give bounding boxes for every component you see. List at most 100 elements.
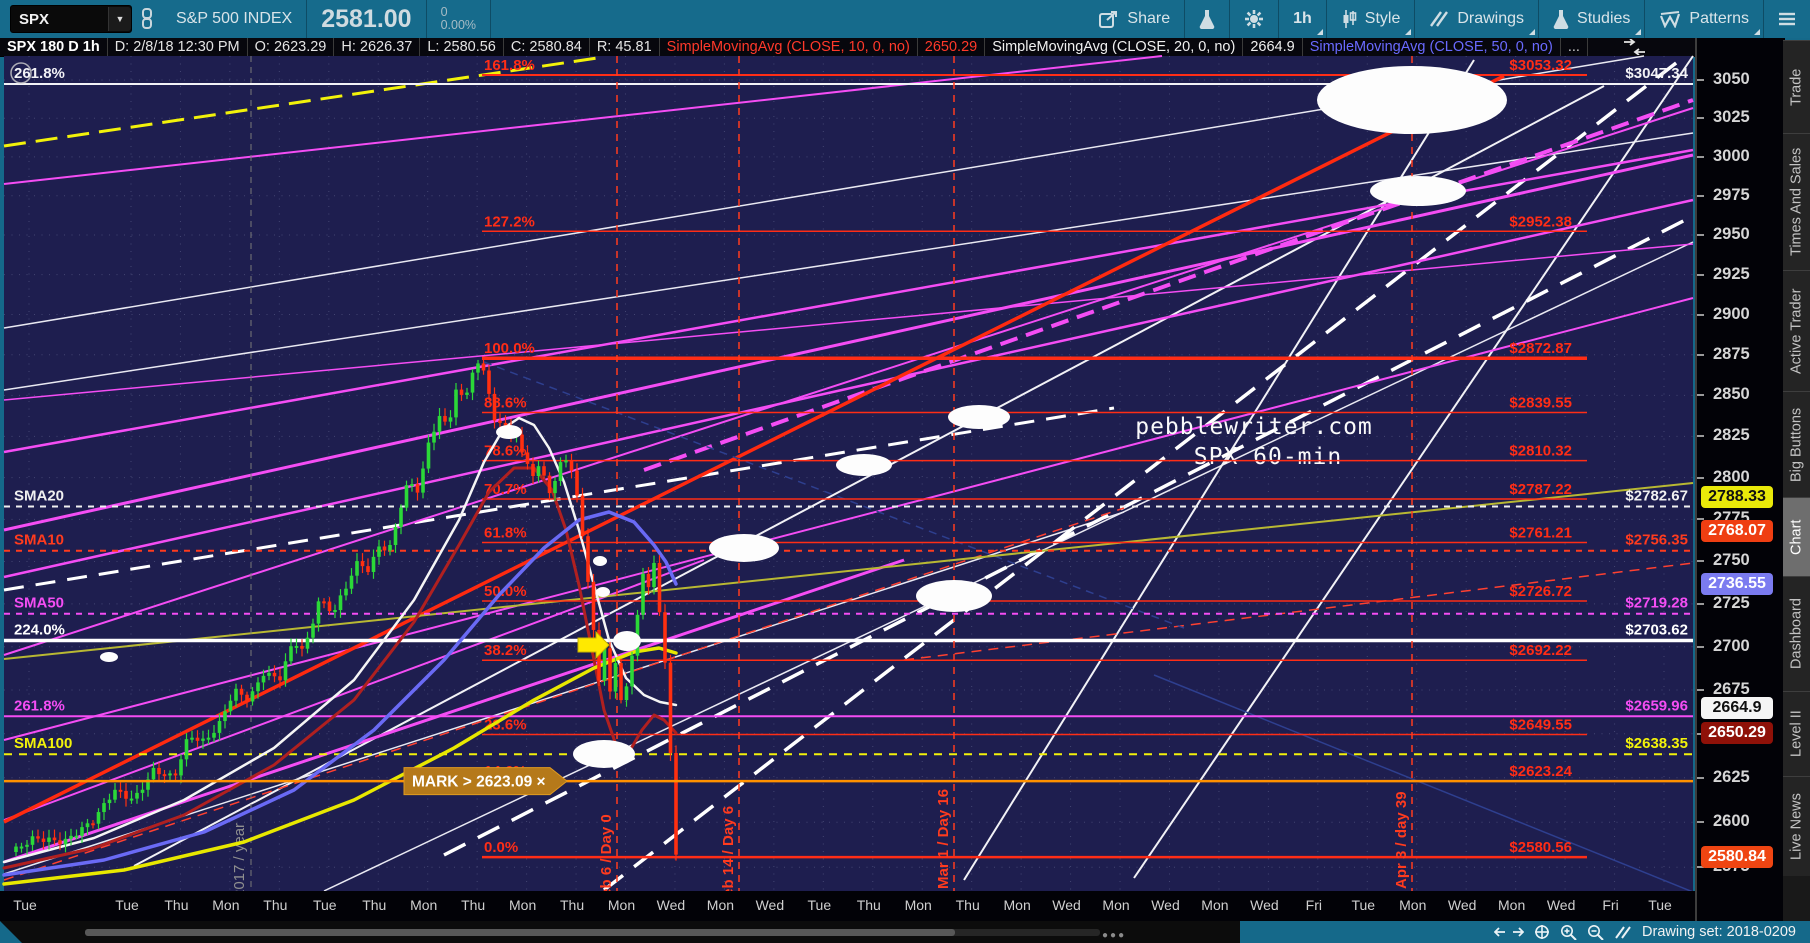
trendline: [1153, 674, 1694, 893]
interval-button[interactable]: 1h: [1279, 0, 1327, 38]
fib-price-label: $2872.87: [1509, 340, 1572, 357]
candle-body: [25, 844, 29, 847]
sidebar-tab-live-news[interactable]: Live News: [1783, 776, 1810, 876]
divider-grip-icon[interactable]: ●●●: [1102, 930, 1127, 941]
sidebar-tab-active-trader[interactable]: Active Trader: [1783, 270, 1810, 391]
scrollbar-thumb[interactable]: [85, 929, 955, 936]
symbol-dropdown[interactable]: SPX ▼: [10, 5, 132, 33]
candle-body: [201, 738, 205, 741]
date-tick-label: Mon: [607, 897, 636, 913]
date-tick-label: Thu: [362, 897, 387, 913]
candle-body: [102, 803, 106, 813]
candle-body: [135, 792, 139, 799]
crosshair-icon[interactable]: [1534, 924, 1550, 940]
price-tick-label: 2700: [1713, 636, 1750, 655]
candle-body: [272, 672, 277, 677]
fib-price-label: $2580.56: [1509, 839, 1572, 856]
candle-body: [487, 370, 491, 394]
candle-body: [465, 392, 469, 395]
status-cell[interactable]: SimpleMovingAvg (CLOSE, 20, 0, no): [985, 38, 1244, 56]
date-axis[interactable]: Tue Tue Thu Mon Thu Tue Thu Mon Thu Mon Thu Mon Wed M…: [0, 891, 1695, 921]
price-tick-mark: [1697, 234, 1704, 236]
candle-body: [239, 688, 244, 695]
drawing-tools-icon[interactable]: [1614, 925, 1632, 940]
candle-body: [448, 417, 453, 422]
candle-body: [327, 601, 332, 612]
style-button[interactable]: Style: [1327, 0, 1416, 38]
status-cell[interactable]: SimpleMovingAvg (CLOSE, 50, 0, no): [1303, 38, 1561, 56]
price-tick-mark: [1697, 155, 1704, 158]
resize-corner: [0, 921, 22, 943]
drawings-icon: [1430, 11, 1449, 27]
chevron-down-icon[interactable]: ▼: [108, 7, 131, 31]
patterns-button[interactable]: Patterns: [1645, 0, 1764, 38]
price-tick-label: 2975: [1713, 185, 1750, 204]
candle-body: [316, 601, 321, 624]
trendline: [133, 85, 1605, 867]
zoom-in-icon[interactable]: [1560, 924, 1577, 940]
candle-body: [399, 507, 403, 528]
status-cell: ...: [1561, 38, 1588, 56]
level-price-label: $2703.62: [1625, 622, 1688, 639]
settings-button[interactable]: [1230, 0, 1280, 38]
link-icon[interactable]: [132, 0, 162, 38]
sidebar-tab-chart[interactable]: Chart: [1783, 497, 1810, 576]
chart-symbol-summary: SPX 180 D 1h: [0, 38, 108, 56]
candle-body: [63, 838, 68, 845]
candle-body: [261, 675, 266, 683]
studies-button[interactable]: Studies: [1539, 0, 1646, 38]
price-badge: 2768.07: [1701, 520, 1773, 542]
scroll-arrows-icon[interactable]: [1494, 925, 1525, 939]
candle-body: [410, 484, 414, 487]
chart-canvas[interactable]: 2017 / year pebblewriter.com SPX 60-min 161…: [2, 55, 1694, 906]
sidebar-tab-dashboard[interactable]: Dashboard: [1783, 576, 1810, 691]
sidebar-tab-times-and-sales[interactable]: Times And Sales: [1783, 133, 1810, 270]
status-cell[interactable]: SimpleMovingAvg (CLOSE, 10, 0, no): [660, 38, 918, 56]
price-tick-label: 2750: [1713, 551, 1750, 570]
trendline: [443, 214, 1694, 857]
onDemand-button[interactable]: [1185, 0, 1231, 38]
mark-badge-label: MARK > 2623.09 ×: [412, 774, 546, 791]
price-tick-mark: [1697, 689, 1704, 692]
candle-body: [322, 601, 326, 604]
candle-body: [371, 556, 376, 572]
bottom-bar: ●●● Drawing set: 2018-0209: [0, 921, 1810, 943]
sidebar-tab-level-ii[interactable]: Level II: [1783, 691, 1810, 776]
level-lines: 261.8% $3047.34 SMA20 $2782.67 SMA10 $2756.35…: [4, 65, 1693, 756]
sidebar-tab-big-buttons[interactable]: Big Buttons: [1783, 391, 1810, 497]
candle-body: [536, 466, 541, 477]
watermark-line1: pebblewriter.com: [1135, 414, 1373, 440]
candle-body: [41, 838, 46, 842]
sma50-curve: [2, 510, 678, 877]
study-status-bar: SPX 180 D 1h D: 2/8/18 12:30 PM O: 2623.29…: [0, 38, 1695, 57]
candle-body: [492, 393, 497, 421]
price-tick-mark: [1697, 117, 1704, 120]
chart-scrollbar[interactable]: [85, 929, 1100, 936]
candle-body: [547, 475, 552, 494]
date-tick-label: Thu: [560, 897, 585, 913]
price-axis[interactable]: 3050 3025 3000 2975 2950 2925 2900 2875 2850 2825…: [1695, 38, 1785, 921]
fib-pct-label: 88.6%: [484, 394, 527, 411]
drawing-handle: [10, 62, 32, 84]
candle-body: [602, 648, 607, 681]
zoom-out-icon[interactable]: [1587, 924, 1604, 940]
pan-arrows-icon[interactable]: [1622, 38, 1658, 56]
candle-body: [91, 823, 95, 826]
candle-body: [129, 798, 134, 801]
drawings-button[interactable]: Drawings: [1415, 0, 1540, 38]
menu-button[interactable]: [1764, 0, 1810, 38]
price-tick-label: 2900: [1713, 304, 1750, 323]
sidebar-tab-trade[interactable]: Trade: [1783, 40, 1810, 133]
price-change: 0 0.00%: [427, 0, 492, 38]
candle-body: [476, 363, 480, 373]
status-cell: H: 2626.37: [334, 38, 421, 56]
fib-price-label: $3053.32: [1509, 57, 1572, 74]
drawing-set-label[interactable]: Drawing set: 2018-0209: [1642, 924, 1796, 940]
flask-icon: [1199, 10, 1215, 29]
candle-body: [47, 837, 51, 842]
fib-price-label: $2839.55: [1509, 394, 1572, 411]
date-tick-label: Thu: [856, 897, 881, 913]
share-button[interactable]: Share: [1085, 0, 1186, 38]
fib-pct-label: 23.6%: [484, 716, 527, 733]
sma20-curve: [2, 416, 678, 864]
